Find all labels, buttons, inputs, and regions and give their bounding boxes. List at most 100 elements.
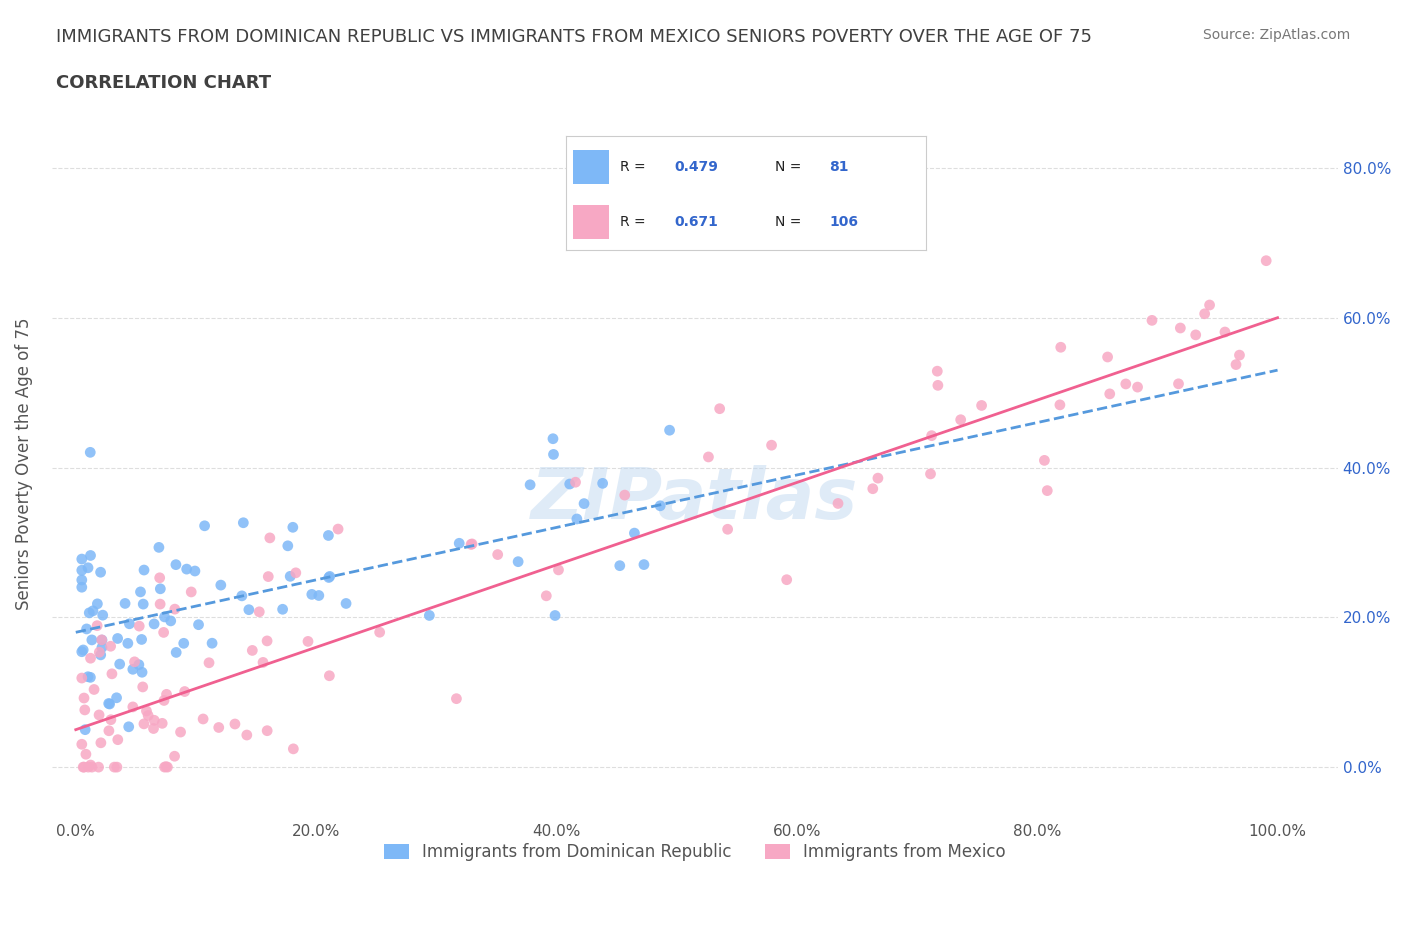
Immigrants from Dominican Republic xyxy=(609,558,631,573)
Immigrants from Dominican Republic xyxy=(70,573,93,588)
Immigrants from Mexico xyxy=(90,736,112,751)
Immigrants from Mexico xyxy=(1097,350,1119,365)
Immigrants from Dominican Republic xyxy=(194,518,217,533)
Immigrants from Dominican Republic xyxy=(231,589,253,604)
Immigrants from Dominican Republic xyxy=(173,636,195,651)
Immigrants from Dominican Republic xyxy=(449,536,471,551)
Immigrants from Dominican Republic xyxy=(80,632,103,647)
Immigrants from Dominican Republic xyxy=(82,604,104,618)
Immigrants from Mexico xyxy=(236,727,259,742)
Text: IMMIGRANTS FROM DOMINICAN REPUBLIC VS IMMIGRANTS FROM MEXICO SENIORS POVERTY OVE: IMMIGRANTS FROM DOMINICAN REPUBLIC VS IM… xyxy=(56,28,1092,46)
Immigrants from Mexico xyxy=(284,565,307,580)
Immigrants from Dominican Republic xyxy=(318,570,340,585)
Immigrants from Dominican Republic xyxy=(508,554,530,569)
Immigrants from Mexico xyxy=(1198,298,1220,312)
Immigrants from Mexico xyxy=(208,720,231,735)
Immigrants from Mexico xyxy=(73,760,96,775)
Immigrants from Mexico xyxy=(87,760,110,775)
Immigrants from Mexico xyxy=(100,712,122,727)
Immigrants from Mexico xyxy=(153,760,176,775)
Immigrants from Dominican Republic xyxy=(114,596,136,611)
Immigrants from Dominican Republic xyxy=(335,596,357,611)
Immigrants from Dominican Republic xyxy=(79,445,101,459)
Immigrants from Mexico xyxy=(827,496,849,511)
Immigrants from Dominican Republic xyxy=(70,579,93,594)
Immigrants from Mexico xyxy=(149,570,172,585)
Immigrants from Dominican Republic xyxy=(541,432,564,446)
Immigrants from Dominican Republic xyxy=(75,723,97,737)
Immigrants from Dominican Republic xyxy=(77,605,100,620)
Immigrants from Mexico xyxy=(124,655,146,670)
Immigrants from Mexico xyxy=(564,474,586,489)
Immigrants from Dominican Republic xyxy=(77,561,100,576)
Immigrants from Mexico xyxy=(152,625,174,640)
Immigrants from Mexico xyxy=(79,758,101,773)
Immigrants from Mexico xyxy=(97,724,120,738)
Immigrants from Dominican Republic xyxy=(301,587,323,602)
Immigrants from Dominican Republic xyxy=(132,563,155,578)
Immigrants from Dominican Republic xyxy=(238,603,260,618)
Y-axis label: Seniors Poverty Over the Age of 75: Seniors Poverty Over the Age of 75 xyxy=(15,317,32,610)
Immigrants from Mexico xyxy=(90,632,112,647)
Immigrants from Mexico xyxy=(920,467,942,482)
Immigrants from Dominican Republic xyxy=(633,557,655,572)
Immigrants from Dominican Republic xyxy=(108,657,131,671)
Immigrants from Mexico xyxy=(283,741,305,756)
Immigrants from Mexico xyxy=(87,708,110,723)
Immigrants from Mexico xyxy=(191,711,214,726)
Immigrants from Mexico xyxy=(89,644,111,659)
Immigrants from Dominican Republic xyxy=(201,636,224,651)
Immigrants from Mexico xyxy=(105,760,128,775)
Immigrants from Mexico xyxy=(70,737,93,751)
Immigrants from Mexico xyxy=(153,693,176,708)
Immigrants from Mexico xyxy=(79,651,101,666)
Immigrants from Dominican Republic xyxy=(319,569,342,584)
Immigrants from Dominican Republic xyxy=(153,609,176,624)
Immigrants from Mexico xyxy=(1170,321,1192,336)
Immigrants from Mexico xyxy=(1049,397,1071,412)
Immigrants from Mexico xyxy=(132,680,155,695)
Immigrants from Dominican Republic xyxy=(650,498,672,513)
Immigrants from Mexico xyxy=(256,724,278,738)
Immigrants from Mexico xyxy=(173,684,195,699)
Immigrants from Mexico xyxy=(86,618,108,633)
Immigrants from Mexico xyxy=(100,639,122,654)
Immigrants from Mexico xyxy=(101,667,124,682)
Immigrants from Mexico xyxy=(1098,387,1121,402)
Immigrants from Dominican Republic xyxy=(318,528,340,543)
Immigrants from Dominican Republic xyxy=(117,636,139,651)
Immigrants from Mexico xyxy=(75,747,97,762)
Immigrants from Dominican Republic xyxy=(98,697,121,711)
Immigrants from Mexico xyxy=(461,537,484,551)
Immigrants from Mexico xyxy=(240,643,263,658)
Immigrants from Dominican Republic xyxy=(543,447,565,462)
Immigrants from Mexico xyxy=(72,760,94,775)
Immigrants from Mexico xyxy=(180,584,202,599)
Immigrants from Dominican Republic xyxy=(558,476,581,491)
Immigrants from Mexico xyxy=(80,760,103,775)
Immigrants from Mexico xyxy=(709,401,731,416)
Immigrants from Mexico xyxy=(368,625,391,640)
Immigrants from Mexico xyxy=(318,669,340,684)
Immigrants from Mexico xyxy=(1115,377,1137,392)
Immigrants from Mexico xyxy=(927,378,949,392)
Immigrants from Dominican Republic xyxy=(572,497,595,512)
Immigrants from Mexico xyxy=(927,364,949,379)
Immigrants from Dominican Republic xyxy=(281,520,304,535)
Immigrants from Mexico xyxy=(156,760,179,775)
Immigrants from Mexico xyxy=(224,716,246,731)
Immigrants from Dominican Republic xyxy=(277,538,299,553)
Immigrants from Mexico xyxy=(1225,357,1247,372)
Immigrants from Dominican Republic xyxy=(91,640,114,655)
Immigrants from Mexico xyxy=(83,682,105,697)
Immigrants from Dominican Republic xyxy=(105,690,128,705)
Immigrants from Mexico xyxy=(135,703,157,718)
Immigrants from Mexico xyxy=(1213,325,1236,339)
Immigrants from Dominican Republic xyxy=(121,662,143,677)
Immigrants from Dominican Republic xyxy=(149,581,172,596)
Immigrants from Mexico xyxy=(297,634,319,649)
Immigrants from Mexico xyxy=(547,563,569,578)
Immigrants from Mexico xyxy=(866,471,889,485)
Text: Source: ZipAtlas.com: Source: ZipAtlas.com xyxy=(1202,28,1350,42)
Immigrants from Dominican Republic xyxy=(176,562,198,577)
